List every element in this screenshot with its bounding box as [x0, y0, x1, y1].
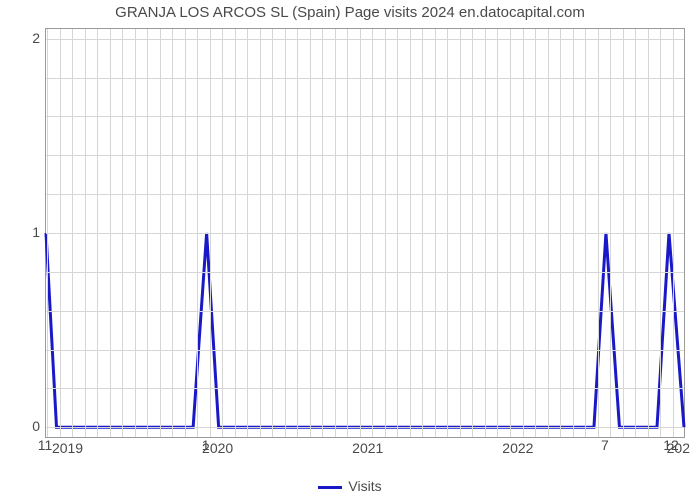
- gridline-v: [122, 29, 123, 437]
- gridline-v: [260, 29, 261, 437]
- gridline-h: [46, 78, 684, 79]
- gridline-h: [46, 350, 684, 351]
- gridline-h: [46, 194, 684, 195]
- gridline-h: [46, 233, 684, 234]
- gridline-v: [435, 29, 436, 437]
- y-tick-label: 2: [10, 30, 40, 46]
- gridline-v: [610, 29, 611, 437]
- gridline-v: [85, 29, 86, 437]
- gridline-v: [673, 29, 674, 437]
- gridline-v: [560, 29, 561, 437]
- legend-label: Visits: [348, 478, 381, 494]
- gridline-v: [397, 29, 398, 437]
- data-label: 7: [601, 437, 609, 453]
- x-tick-label: 2019: [52, 440, 83, 456]
- plot-area: [45, 28, 685, 438]
- gridline-v: [60, 29, 61, 437]
- gridline-h: [46, 39, 684, 40]
- gridline-h: [46, 272, 684, 273]
- gridline-h: [46, 427, 684, 428]
- data-label: 12: [663, 437, 679, 453]
- data-label: 11: [38, 437, 53, 453]
- gridline-v: [648, 29, 649, 437]
- gridline-v: [372, 29, 373, 437]
- y-tick-label: 0: [10, 418, 40, 434]
- gridline-v: [272, 29, 273, 437]
- y-tick-label: 1: [10, 224, 40, 240]
- gridline-v: [47, 29, 48, 437]
- gridline-h: [46, 311, 684, 312]
- gridline-v: [135, 29, 136, 437]
- gridline-v: [160, 29, 161, 437]
- gridline-h: [46, 116, 684, 117]
- gridline-v: [472, 29, 473, 437]
- visits-line: [46, 233, 684, 427]
- gridline-v: [548, 29, 549, 437]
- gridline-v: [197, 29, 198, 437]
- gridline-v: [422, 29, 423, 437]
- gridline-v: [360, 29, 361, 437]
- gridline-v: [110, 29, 111, 437]
- gridline-v: [322, 29, 323, 437]
- gridline-v: [523, 29, 524, 437]
- gridline-v: [235, 29, 236, 437]
- chart-container: GRANJA LOS ARCOS SL (Spain) Page visits …: [0, 0, 700, 500]
- x-tick-label: 2022: [502, 440, 533, 456]
- gridline-v: [635, 29, 636, 437]
- gridline-v: [285, 29, 286, 437]
- gridline-v: [660, 29, 661, 437]
- gridline-v: [172, 29, 173, 437]
- gridline-v: [185, 29, 186, 437]
- gridline-v: [247, 29, 248, 437]
- gridline-v: [310, 29, 311, 437]
- gridline-h: [46, 388, 684, 389]
- gridline-v: [147, 29, 148, 437]
- gridline-v: [72, 29, 73, 437]
- gridline-h: [46, 155, 684, 156]
- gridline-v: [347, 29, 348, 437]
- gridline-v: [585, 29, 586, 437]
- gridline-v: [222, 29, 223, 437]
- gridline-v: [447, 29, 448, 437]
- legend-swatch: [318, 486, 342, 489]
- gridline-v: [335, 29, 336, 437]
- gridline-v: [297, 29, 298, 437]
- gridline-v: [410, 29, 411, 437]
- chart-title: GRANJA LOS ARCOS SL (Spain) Page visits …: [0, 4, 700, 21]
- gridline-v: [497, 29, 498, 437]
- data-label: 1: [202, 437, 210, 453]
- gridline-v: [623, 29, 624, 437]
- gridline-v: [385, 29, 386, 437]
- gridline-v: [460, 29, 461, 437]
- gridline-v: [485, 29, 486, 437]
- gridline-v: [210, 29, 211, 437]
- gridline-v: [535, 29, 536, 437]
- gridline-v: [573, 29, 574, 437]
- gridline-v: [97, 29, 98, 437]
- x-tick-label: 2021: [352, 440, 383, 456]
- legend: Visits: [0, 478, 700, 494]
- gridline-v: [598, 29, 599, 437]
- gridline-v: [510, 29, 511, 437]
